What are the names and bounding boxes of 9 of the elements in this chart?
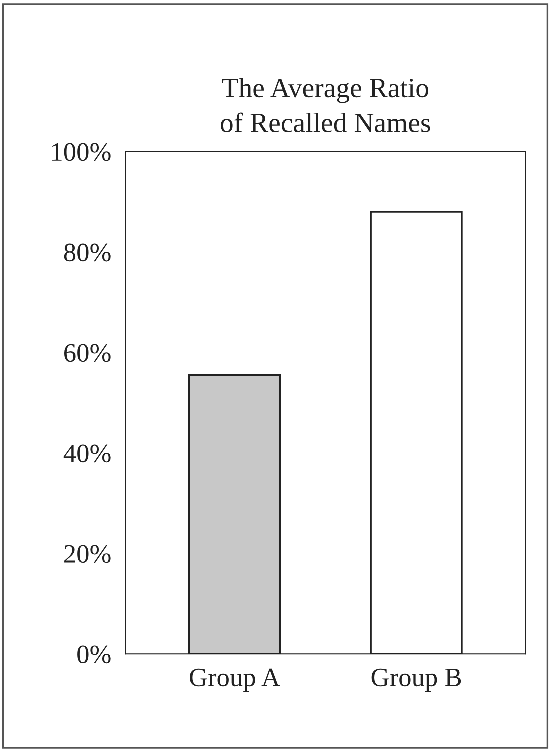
- y-tick-label: 80%: [64, 244, 111, 262]
- y-tick-label: 20%: [64, 545, 111, 564]
- y-tick-label: 0%: [78, 646, 111, 664]
- chart-title: The Average Ratio of Recalled Names: [221, 78, 430, 133]
- y-tick-label: 100%: [52, 143, 111, 162]
- x-tick-label: Group B: [372, 668, 462, 692]
- x-tick-label: Group A: [190, 668, 280, 692]
- y-tick-label: 60%: [64, 344, 111, 362]
- y-tick-label: 40%: [64, 444, 111, 463]
